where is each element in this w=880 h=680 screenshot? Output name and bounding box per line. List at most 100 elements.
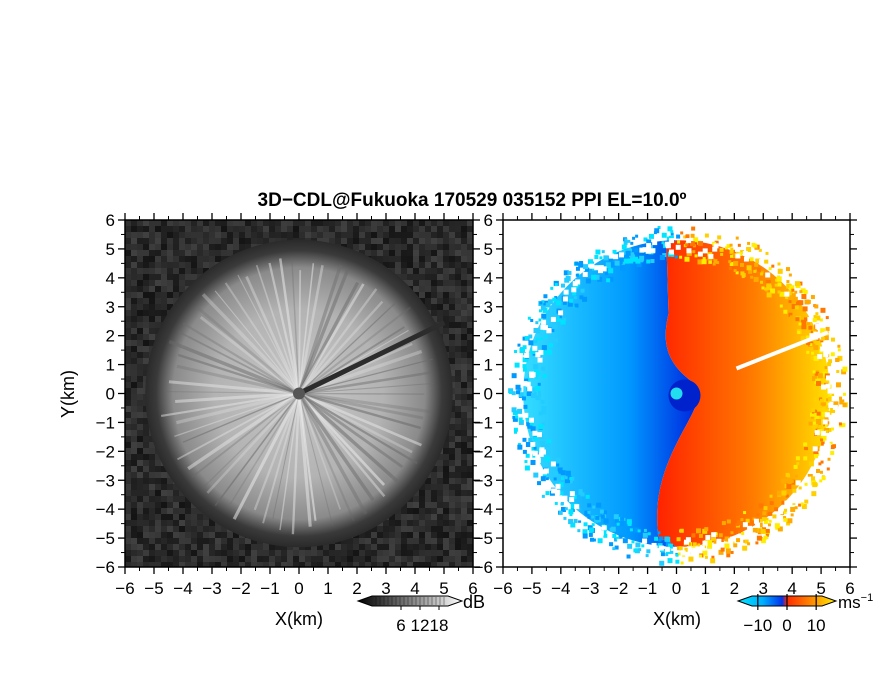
- snr-noise-cell: [461, 250, 467, 256]
- snr-noise-cell: [443, 316, 449, 322]
- velocity-speckle: [728, 260, 732, 264]
- velocity-speckle: [514, 362, 520, 368]
- snr-noise-cell: [455, 262, 461, 268]
- snr-streak: [279, 393, 300, 531]
- velocity-gap: [702, 540, 708, 546]
- snr-noise-cell: [431, 286, 437, 292]
- snr-noise-cell: [317, 238, 323, 244]
- snr-noise-cell: [137, 550, 143, 556]
- velocity-speckle: [622, 249, 628, 255]
- snr-noise-cell: [401, 226, 407, 232]
- snr-noise-cell: [401, 274, 407, 280]
- snr-noise-cell: [179, 508, 185, 514]
- velocity-speckle: [568, 509, 574, 515]
- velocity-speckle: [801, 294, 807, 300]
- velocity-speckle: [765, 533, 769, 537]
- snr-noise-cell: [203, 532, 209, 538]
- snr-noise-cell: [455, 454, 461, 460]
- snr-noise-cell: [149, 220, 155, 226]
- velocity-speckle: [564, 478, 570, 484]
- snr-noise-cell: [149, 328, 155, 334]
- velocity-speckle: [678, 546, 683, 551]
- velocity-speckle: [600, 514, 605, 519]
- snr-noise-cell: [335, 226, 341, 232]
- velocity-speckle: [731, 253, 737, 259]
- velocity-speckle: [702, 550, 708, 556]
- velocity-speckle: [736, 538, 741, 543]
- snr-streak: [237, 274, 300, 394]
- velocity-speckle: [573, 518, 578, 523]
- snr-noise-cell: [455, 388, 461, 394]
- snr-noise-cell: [131, 454, 137, 460]
- snr-noise-cell: [149, 562, 155, 567]
- snr-noise-cell: [161, 538, 167, 544]
- snr-noise-cell: [161, 562, 167, 567]
- velocity-speckle: [752, 527, 758, 533]
- snr-noise-cell: [461, 544, 467, 550]
- velocity-speckle: [839, 399, 845, 405]
- snr-noise-cell: [341, 550, 347, 556]
- snr-noise-cell: [239, 556, 245, 562]
- snr-noise-cell: [263, 550, 269, 556]
- snr-noise-cell: [413, 268, 419, 274]
- snr-noise-cell: [173, 502, 179, 508]
- snr-noise-cell: [467, 556, 473, 562]
- velocity-speckle: [531, 387, 536, 392]
- velocity-speckle: [826, 467, 830, 471]
- velocity-speckle: [595, 249, 601, 255]
- snr-noise-cell: [449, 322, 455, 328]
- velocity-speckle: [567, 270, 572, 275]
- snr-noise-cell: [269, 226, 275, 232]
- snr-noise-cell: [185, 508, 191, 514]
- snr-noise-cell: [281, 220, 287, 226]
- velocity-speckle: [728, 266, 732, 270]
- snr-noise-cell: [443, 460, 449, 466]
- snr-noise-cell: [161, 514, 167, 520]
- velocity-speckle: [680, 231, 684, 235]
- snr-noise-cell: [455, 424, 461, 430]
- velocity-speckle: [558, 482, 564, 488]
- velocity-speckle: [763, 535, 768, 540]
- snr-noise-cell: [443, 514, 449, 520]
- velocity-speckle: [815, 315, 821, 321]
- velocity-gap: [601, 266, 607, 272]
- snr-noise-cell: [419, 484, 425, 490]
- snr-noise-cell: [443, 274, 449, 280]
- snr-noise-cell: [449, 538, 455, 544]
- y-tick-label: 6: [484, 211, 493, 230]
- snr-noise-cell: [239, 238, 245, 244]
- snr-noise-cell: [443, 550, 449, 556]
- snr-colorbar-bar: [356, 595, 464, 607]
- velocity-speckle: [654, 536, 659, 541]
- velocity-speckle: [541, 366, 546, 371]
- snr-noise-cell: [437, 238, 443, 244]
- snr-noise-cell: [197, 268, 203, 274]
- snr-noise-cell: [443, 340, 449, 346]
- velocity-speckle: [530, 393, 536, 399]
- snr-noise-cell: [137, 292, 143, 298]
- velocity-speckle: [549, 336, 554, 341]
- snr-noise-cell: [131, 358, 137, 364]
- snr-noise-cell: [431, 274, 437, 280]
- velocity-speckle: [820, 438, 824, 442]
- snr-noise-cell: [143, 532, 149, 538]
- snr-streak: [253, 393, 301, 511]
- velocity-gap: [820, 430, 826, 436]
- snr-noise-cell: [209, 238, 215, 244]
- velocity-speckle: [582, 533, 588, 539]
- velocity-speckle: [588, 527, 594, 533]
- snr-noise-cell: [137, 352, 143, 358]
- snr-noise-cell: [401, 238, 407, 244]
- velocity-speckle: [788, 312, 793, 317]
- velocity-speckle: [683, 543, 687, 547]
- snr-noise-cell: [209, 262, 215, 268]
- velocity-speckle: [819, 470, 823, 474]
- snr-noise-cell: [401, 250, 407, 256]
- snr-noise-cell: [215, 532, 221, 538]
- snr-noise-cell: [407, 244, 413, 250]
- snr-noise-cell: [461, 424, 467, 430]
- velocity-speckle: [704, 527, 709, 532]
- snr-noise-cell: [443, 508, 449, 514]
- snr-noise-cell: [395, 238, 401, 244]
